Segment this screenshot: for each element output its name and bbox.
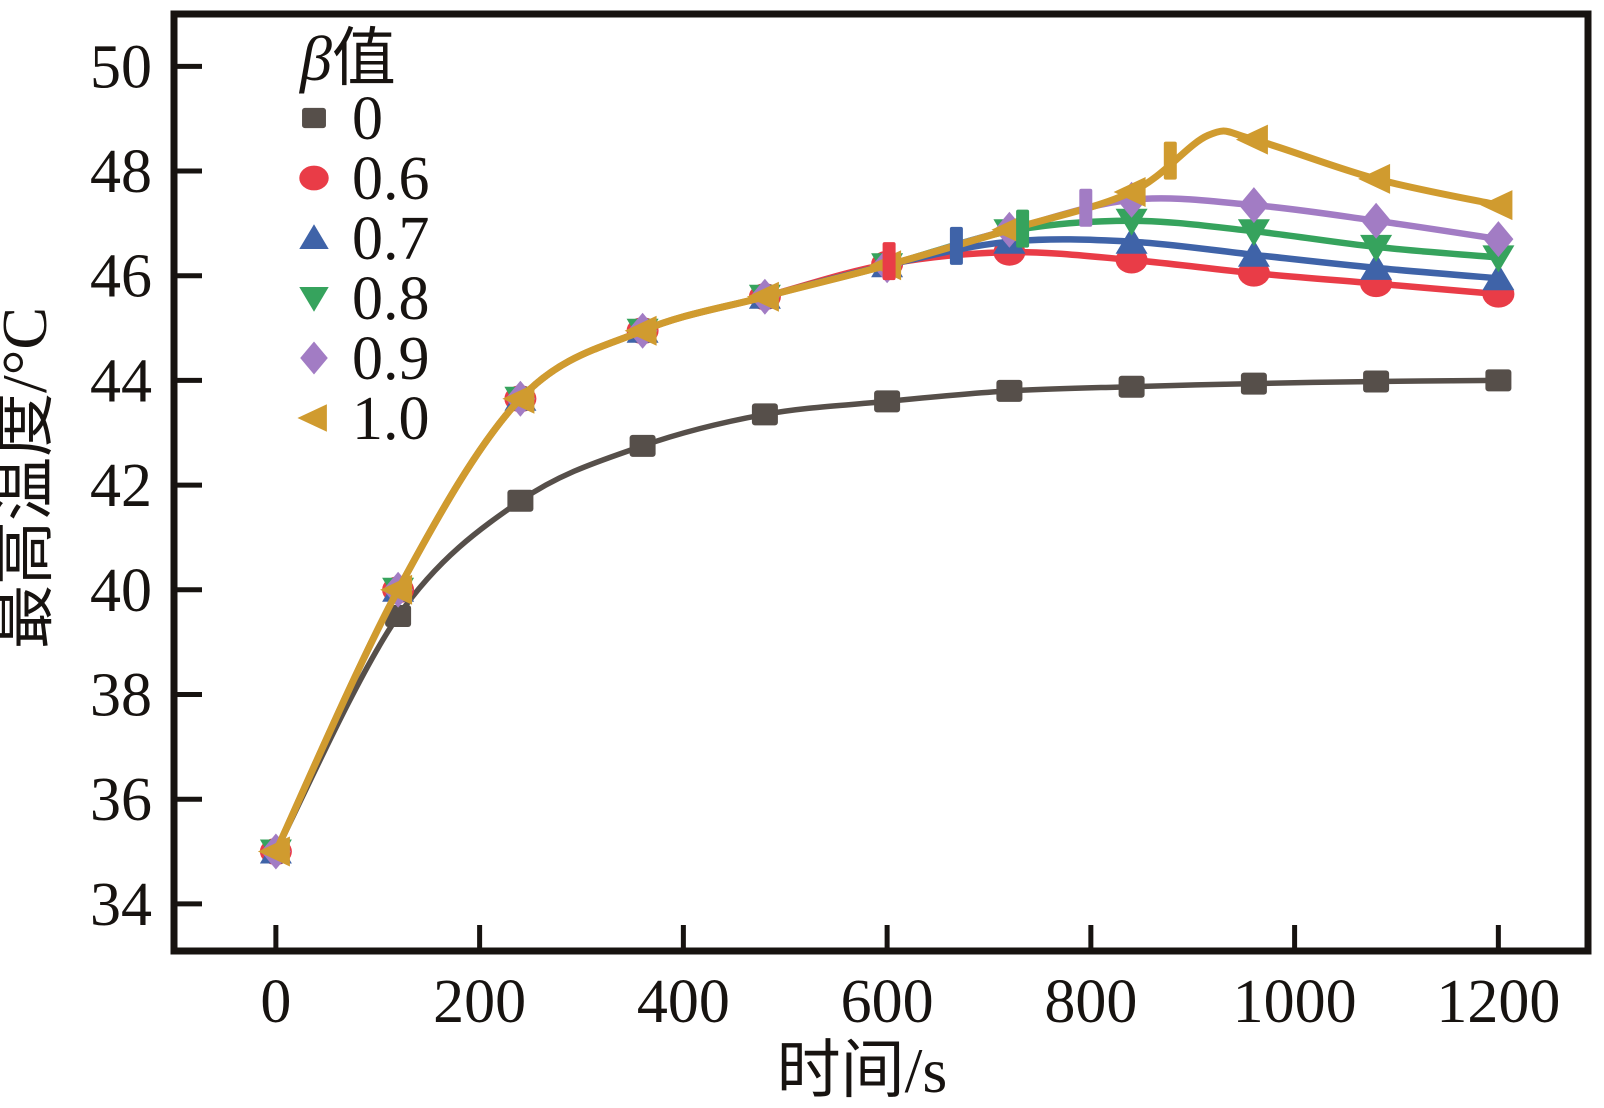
triangle-left-marker: [257, 836, 290, 867]
series-line-beta-0.6: [272, 248, 1502, 855]
triangle-down-marker: [1482, 245, 1515, 273]
square-marker: [385, 605, 412, 627]
y-tick-label: 40: [90, 557, 152, 625]
y-tick-label: 38: [90, 662, 152, 730]
square-marker: [507, 489, 534, 512]
legend-item-label: 0.6: [352, 145, 430, 213]
branch-markers: [882, 141, 1177, 281]
square-marker: [1485, 369, 1512, 392]
triangle-up-marker: [299, 224, 329, 250]
legend-item-label: 0.8: [352, 265, 430, 333]
series-line-beta-0.9: [272, 195, 1502, 855]
y-tick-label: 36: [90, 766, 152, 834]
x-tick-label: 600: [841, 968, 934, 1036]
square-marker: [996, 379, 1023, 402]
x-tick-label: 200: [433, 968, 526, 1036]
triangle-down-marker: [1360, 234, 1393, 262]
data-series: [257, 124, 1515, 870]
legend-item-label: 1.0: [352, 385, 430, 453]
vbar-marker: [1163, 141, 1177, 180]
plot-frame: [170, 10, 1592, 955]
legend-title-text: 值: [332, 23, 396, 94]
triangle-left-marker: [1235, 124, 1268, 155]
legend-item-label: 0.9: [352, 325, 430, 393]
series-line-beta-0: [273, 377, 1502, 855]
x-tick-label: 400: [637, 968, 730, 1036]
plot-border: [170, 10, 1592, 955]
legend-item-label: 0: [352, 85, 383, 153]
vbar-marker: [1016, 209, 1030, 248]
triangle-left-marker: [1113, 177, 1146, 207]
axis-ticks: 0 200 400 600 800 1000 1200 34 36 38 40 42 44 46 48 50: [90, 33, 1560, 1036]
vbar-marker: [1079, 188, 1093, 227]
legend-item-label: 0.7: [352, 205, 430, 273]
triangle-down-marker: [1115, 208, 1148, 236]
triangle-left-marker: [624, 315, 657, 346]
square-marker: [302, 107, 326, 129]
triangle-up-marker: [1115, 226, 1148, 254]
y-tick-label: 48: [90, 138, 152, 206]
vbar-marker: [949, 226, 963, 265]
triangle-left-marker: [991, 214, 1024, 245]
triangle-left-marker: [502, 383, 535, 414]
y-tick-label: 42: [90, 452, 152, 520]
y-tick-label: 44: [90, 347, 152, 415]
y-tick-label: 34: [90, 871, 152, 939]
legend-title: β值: [298, 23, 396, 94]
y-tick-label: 46: [90, 243, 152, 311]
x-tick-label: 1000: [1233, 968, 1357, 1036]
x-tick-label: 800: [1044, 968, 1137, 1036]
triangle-left-marker: [1358, 163, 1391, 194]
triangle-down-marker: [299, 286, 329, 312]
diamond-marker: [1361, 202, 1392, 239]
series-line-beta-0.8: [272, 217, 1502, 855]
axis-labels: 时间/s 最高温度/°C: [0, 307, 947, 1106]
triangle-left-marker: [380, 574, 413, 605]
triangle-left-marker: [1480, 190, 1513, 221]
x-tick-label: 0: [260, 968, 291, 1036]
square-marker: [1363, 370, 1390, 393]
circle-marker: [299, 165, 329, 191]
x-axis-title: 时间/s: [777, 1035, 948, 1106]
triangle-up-marker: [1360, 252, 1393, 280]
diamond-marker: [1483, 221, 1514, 258]
square-marker: [629, 434, 656, 457]
diamond-marker: [300, 341, 328, 375]
triangle-up-marker: [1482, 263, 1515, 291]
square-marker: [874, 390, 901, 413]
triangle-down-marker: [1237, 219, 1270, 247]
x-tick-label: 1200: [1436, 968, 1560, 1036]
triangle-up-marker: [1237, 239, 1270, 267]
vbar-marker: [882, 242, 896, 281]
triangle-left-marker: [746, 281, 779, 312]
legend-title-symbol: β: [298, 23, 332, 94]
square-marker: [1240, 372, 1267, 395]
diamond-marker: [1238, 187, 1269, 224]
y-axis-title: 最高温度/°C: [0, 307, 60, 649]
triangle-left-marker: [297, 404, 327, 432]
square-marker: [1118, 375, 1145, 398]
y-tick-label: 50: [90, 33, 152, 101]
square-marker: [751, 403, 778, 426]
